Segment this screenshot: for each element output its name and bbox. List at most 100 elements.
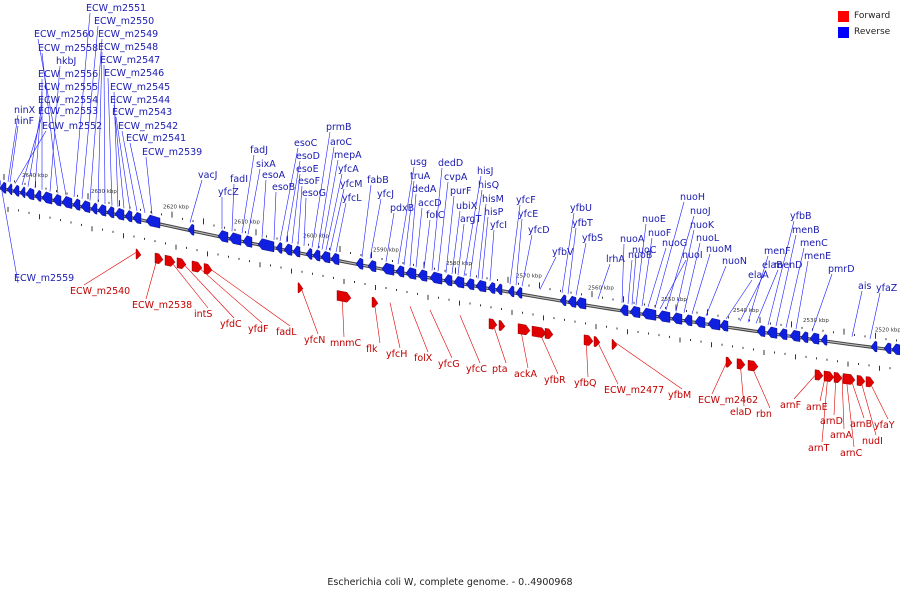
reverse-gene-arrow bbox=[25, 187, 35, 201]
reverse-gene-arrow bbox=[19, 186, 26, 199]
gene-label-yfce: yfcE bbox=[518, 209, 538, 220]
gene-label-leader bbox=[297, 185, 303, 245]
gene-label-leader bbox=[107, 77, 113, 206]
reverse-gene-arrow bbox=[694, 316, 706, 329]
gene-label-ecw_m2462: ECW_m2462 bbox=[698, 395, 758, 406]
reverse-gene-arrow bbox=[52, 194, 62, 207]
gene-label-leader bbox=[635, 223, 647, 306]
gene-label-nuon: nuoN bbox=[722, 256, 747, 267]
gene-label-leader bbox=[325, 173, 343, 251]
legend-label-forward: Forward bbox=[854, 11, 891, 21]
gene-label-leader bbox=[869, 292, 881, 340]
reverse-gene-arrow bbox=[34, 189, 42, 202]
reverse-gene-arrow bbox=[242, 235, 253, 248]
gene-label-nuoc: nuoC bbox=[632, 245, 657, 256]
gene-label-leader bbox=[361, 184, 372, 258]
gene-label-leader bbox=[389, 302, 401, 349]
gene-label-leader bbox=[83, 251, 139, 286]
reverse-gene-arrow bbox=[0, 181, 7, 194]
reverse-gene-arrow bbox=[641, 307, 657, 321]
gene-label-esog: esoG bbox=[302, 188, 326, 199]
gene-label-leader bbox=[519, 325, 529, 369]
reverse-gene-arrow bbox=[106, 206, 115, 219]
gene-label-hism: hisM bbox=[482, 194, 504, 205]
gene-label-yfbr: yfbR bbox=[544, 375, 566, 386]
gene-features bbox=[0, 181, 900, 388]
gene-label-dedd: dedD bbox=[438, 158, 463, 169]
gene-label-leader bbox=[845, 375, 855, 448]
gene-label-ecw_m2538: ECW_m2538 bbox=[132, 300, 192, 311]
gene-label-yfbu: yfbU bbox=[570, 203, 592, 214]
reverse-gene-arrow bbox=[820, 334, 828, 346]
gene-label-nuom: nuoM bbox=[706, 244, 732, 255]
gene-label-leader bbox=[739, 361, 745, 407]
reverse-gene-arrow bbox=[367, 260, 377, 273]
reverse-gene-arrow bbox=[657, 310, 671, 323]
gene-label-ninx: ninX bbox=[14, 105, 36, 116]
gene-label-leader bbox=[247, 168, 261, 235]
scale-label: 2560 kbp bbox=[588, 285, 614, 291]
reverse-gene-arrow bbox=[275, 242, 283, 254]
reverse-gene-arrow bbox=[417, 269, 428, 282]
gene-label-leader bbox=[409, 193, 417, 267]
gene-label-ecw_m2554: ECW_m2554 bbox=[38, 95, 98, 106]
gene-label-fadi: fadI bbox=[230, 174, 248, 185]
gene-label-lrha: lrhA bbox=[606, 254, 625, 265]
gene-label-leader bbox=[459, 315, 481, 364]
gene-label-pmrd: pmrD bbox=[828, 264, 855, 275]
gene-label-yfch: yfcH bbox=[386, 349, 407, 360]
gene-label-ecw_m2553: ECW_m2553 bbox=[38, 106, 98, 117]
gene-label-leader bbox=[321, 159, 339, 250]
gene-label-leader bbox=[429, 309, 453, 359]
gene-label-esoa: esoA bbox=[262, 170, 286, 181]
gene-label-yfcm: yfcM bbox=[340, 179, 362, 190]
gene-label-leader bbox=[241, 154, 255, 234]
gene-label-ecw_m2555: ECW_m2555 bbox=[38, 82, 98, 93]
gene-label-yfcc: yfcC bbox=[466, 364, 487, 375]
gene-label-aroc: aroC bbox=[330, 137, 352, 148]
reverse-gene-arrow bbox=[228, 232, 242, 246]
gene-label-esof: esoF bbox=[298, 176, 320, 187]
gene-label-leader bbox=[463, 175, 482, 277]
gene-label-leader bbox=[567, 227, 577, 295]
gene-label-mnmc: mnmC bbox=[330, 338, 362, 349]
gene-label-ecw_m2541: ECW_m2541 bbox=[126, 133, 186, 144]
gene-label-sixa: sixA bbox=[256, 159, 276, 170]
gene-label-yfcl: yfcL bbox=[342, 193, 362, 204]
map-caption: Escherichia coli W, complete genome. - 0… bbox=[327, 577, 573, 588]
gene-label-leader bbox=[121, 130, 138, 212]
gene-label-leader bbox=[851, 290, 863, 337]
gene-label-ais: ais bbox=[858, 281, 871, 292]
gene-label-ecw_m2547: ECW_m2547 bbox=[100, 55, 160, 66]
forward-gene-arrow bbox=[154, 252, 164, 265]
gene-label-leader bbox=[299, 284, 319, 335]
gene-label-folx: folX bbox=[414, 353, 433, 364]
reverse-gene-arrow bbox=[187, 223, 195, 236]
reverse-gene-arrow bbox=[90, 202, 98, 215]
forward-gene-arrow bbox=[176, 257, 187, 270]
gene-label-nuoh: nuoH bbox=[680, 192, 705, 203]
gene-label-nuok: nuoK bbox=[690, 220, 715, 231]
gene-label-ecw_m2559: ECW_m2559 bbox=[14, 273, 74, 284]
reverse-gene-arrow bbox=[114, 207, 125, 221]
reverse-gene-arrow bbox=[6, 183, 13, 196]
reverse-gene-arrow bbox=[619, 304, 629, 317]
gene-label-ninf: ninF bbox=[14, 116, 34, 127]
gene-label-leader bbox=[179, 260, 235, 319]
scale-label: 2630 kbp bbox=[91, 189, 117, 195]
gene-label-nuog: nuoG bbox=[662, 238, 687, 249]
gene-label-elab: elaB bbox=[762, 260, 783, 271]
gene-label-leader bbox=[423, 219, 431, 269]
legend-swatch-reverse bbox=[838, 26, 849, 38]
gene-label-leader bbox=[369, 198, 382, 259]
gene-label-leader bbox=[561, 212, 575, 294]
gene-label-leader bbox=[34, 91, 43, 189]
gene-label-leader bbox=[317, 146, 335, 249]
scale-label: 2530 kbp bbox=[803, 318, 829, 324]
gene-label-leader bbox=[189, 179, 203, 223]
reverse-gene-arrow bbox=[305, 248, 313, 260]
gene-label-argt: argT bbox=[460, 214, 482, 225]
gene-label-yfbv: yfbV bbox=[552, 247, 574, 258]
forward-gene-arrow bbox=[833, 372, 843, 384]
gene-label-ints: intS bbox=[194, 309, 212, 320]
